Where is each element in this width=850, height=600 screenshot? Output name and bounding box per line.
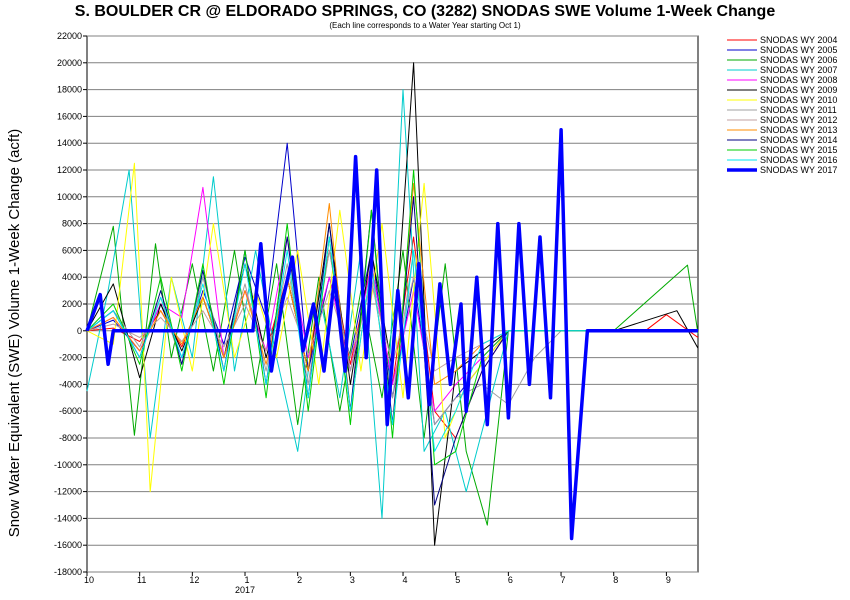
y-tick-label: 16000 — [57, 111, 82, 121]
y-tick-label: 10000 — [57, 192, 82, 202]
y-tick-label: -2000 — [59, 353, 82, 363]
y-tick-label: 2000 — [62, 299, 82, 309]
series-line-14 — [85, 128, 698, 541]
y-tick-label: 20000 — [57, 58, 82, 68]
x-tick-label: 7 — [561, 575, 566, 585]
y-tick-label: -8000 — [59, 433, 82, 443]
legend-label: SNODAS WY 2005 — [760, 45, 837, 55]
y-tick-label: -18000 — [54, 567, 82, 577]
x-tick-label: 6 — [508, 575, 513, 585]
x-tick-label: 9 — [666, 575, 671, 585]
y-tick-label: 18000 — [57, 85, 82, 95]
legend-label: SNODAS WY 2014 — [760, 135, 837, 145]
y-tick-label: 6000 — [62, 245, 82, 255]
y-tick-label: -6000 — [59, 406, 82, 416]
y-tick-label: 12000 — [57, 165, 82, 175]
legend-label: SNODAS WY 2012 — [760, 115, 837, 125]
legend-label: SNODAS WY 2013 — [760, 125, 837, 135]
legend-label: SNODAS WY 2004 — [760, 35, 837, 45]
x-tick-label: 5 — [455, 575, 460, 585]
y-tick-label: -12000 — [54, 487, 82, 497]
x-tick-label: 8 — [613, 575, 618, 585]
x-tick-label: 11 — [137, 575, 146, 585]
legend-label: SNODAS WY 2008 — [760, 75, 837, 85]
legend-label: SNODAS WY 2006 — [760, 55, 837, 65]
y-tick-label: 4000 — [62, 272, 82, 282]
y-tick-label: -16000 — [54, 540, 82, 550]
y-tick-label: 14000 — [57, 138, 82, 148]
series-line-4 — [86, 89, 698, 519]
legend-label: SNODAS WY 2015 — [760, 145, 837, 155]
y-tick-label: 8000 — [62, 219, 82, 229]
y-tick-label: 22000 — [57, 31, 82, 41]
legend-label: SNODAS WY 2009 — [760, 85, 837, 95]
y-tick-label: -10000 — [54, 460, 82, 470]
chart-subtitle: (Each line corresponds to a Water Year s… — [329, 21, 521, 30]
legend-label: SNODAS WY 2017 — [760, 165, 837, 175]
x-tick-label: 4 — [403, 575, 408, 585]
chart-title: S. BOULDER CR @ ELDORADO SPRINGS, CO (32… — [75, 3, 776, 20]
x-tick-label: 1 — [245, 575, 250, 585]
x-tick-label: 2 — [297, 575, 302, 585]
x-tick-label: 10 — [84, 575, 94, 585]
series-group — [85, 62, 699, 546]
legend-label: SNODAS WY 2011 — [760, 105, 837, 115]
legend-label: SNODAS WY 2016 — [760, 155, 837, 165]
x-tick-label: 12 — [189, 575, 199, 585]
x-tick-label: 3 — [350, 575, 355, 585]
y-tick-label: -4000 — [59, 379, 82, 389]
y-axis-ticks: 2200020000180001600014000120001000080006… — [54, 31, 87, 577]
legend-label: SNODAS WY 2010 — [760, 95, 837, 105]
y-axis-label: Snow Water Equivalent (SWE) Volume 1-Wee… — [6, 129, 23, 538]
legend-label: SNODAS WY 2007 — [760, 65, 837, 75]
x-year-label: 2017 — [235, 585, 255, 595]
y-tick-label: -14000 — [54, 513, 82, 523]
y-tick-label: 0 — [77, 326, 82, 336]
